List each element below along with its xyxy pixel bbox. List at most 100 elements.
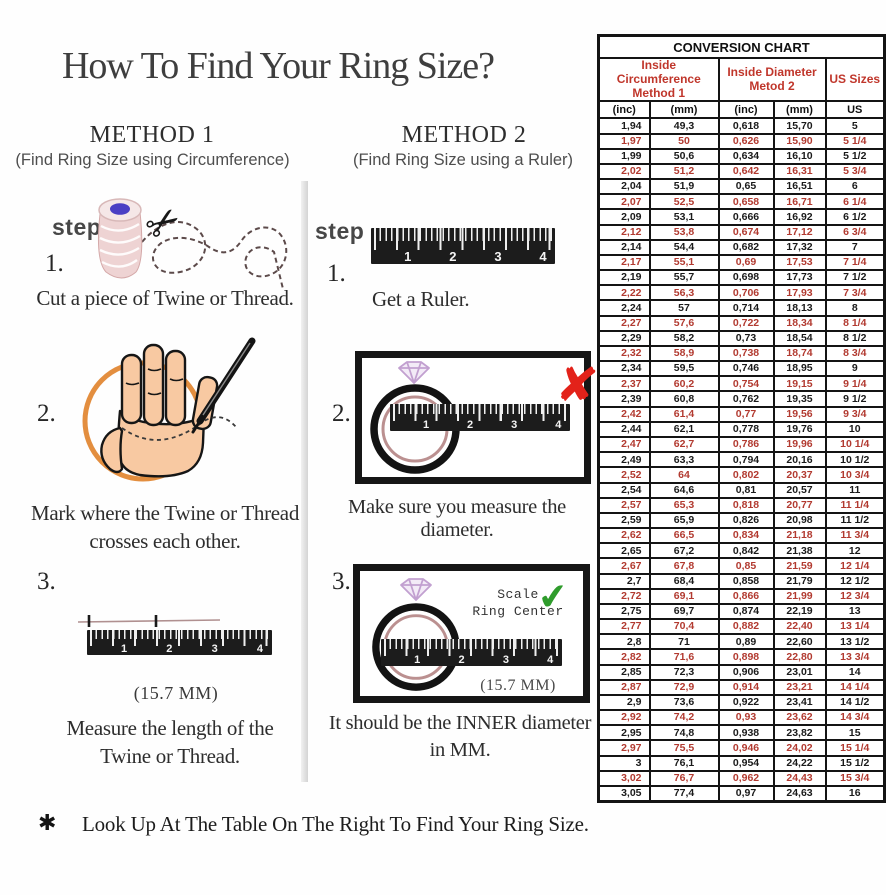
table-cell: 18,34 <box>772 314 827 332</box>
table-cell: 1,99 <box>597 147 651 165</box>
table-cell: 2,8 <box>597 633 651 651</box>
table-row: 2,32 58,9 0,738 18,74 8 3/4 <box>597 344 886 363</box>
table-cell: 75,5 <box>648 739 720 757</box>
table-cell: 0,826 <box>717 511 775 530</box>
table-cell: 17,93 <box>772 284 827 302</box>
method1-step1-caption: Cut a piece of Twine or Thread. <box>36 286 294 310</box>
table-cell: 2,19 <box>597 269 651 287</box>
table-cell: 11 3/4 <box>824 527 886 545</box>
hand-marking-illustration <box>82 337 256 482</box>
table-cell: 2,87 <box>597 678 651 696</box>
table-cell: 10 1/4 <box>824 435 886 454</box>
caption-line: in MM. <box>429 739 491 761</box>
table-row: 2,37 60,2 0,754 19,15 9 1/4 <box>597 375 886 393</box>
label-line: Ring Center <box>472 604 564 619</box>
table-cell: 0,922 <box>717 693 775 712</box>
table-row: 2,04 51,9 0,65 16,51 6 <box>597 178 886 196</box>
table-cell: 15,70 <box>772 117 827 135</box>
ruler-number: 3 <box>494 248 502 264</box>
table-cell: 0,946 <box>717 739 775 757</box>
table-cell: 5 3/4 <box>824 162 886 181</box>
table-cell: 12 3/4 <box>824 587 886 605</box>
table-cell: 2,7 <box>597 572 651 590</box>
table-cell: 18,74 <box>772 344 827 363</box>
table-cell: 2,04 <box>597 178 651 196</box>
table-cell: 21,59 <box>772 557 827 575</box>
table-row: 2,57 65,3 0,818 20,77 11 1/4 <box>597 496 886 514</box>
table-cell: 73,6 <box>648 693 720 712</box>
table-cell: 11 <box>824 481 886 499</box>
table-cell: 0,778 <box>717 420 775 439</box>
footnote-asterisk-icon: ✱ <box>38 811 57 836</box>
table-row: 2,22 56,3 0,706 17,93 7 3/4 <box>597 284 886 302</box>
table-cell: 56,3 <box>648 284 720 302</box>
table-row: 2,95 74,8 0,938 23,82 15 <box>597 724 886 742</box>
table-cell: 21,18 <box>772 527 827 545</box>
table-cell: 18,13 <box>772 299 827 317</box>
table-cell: 2,9 <box>597 693 651 712</box>
table-cell: 64 <box>648 466 720 484</box>
table-cell: 0,882 <box>717 618 775 636</box>
ruler-number: 4 <box>256 642 264 655</box>
table-cell: 2,27 <box>597 314 651 332</box>
table-cell: 0,69 <box>717 253 775 272</box>
table-row: 2,82 71,6 0,898 22,80 13 3/4 <box>597 648 886 666</box>
table-cell: 71,6 <box>648 648 720 666</box>
table-cell: 13 1/2 <box>824 633 886 651</box>
footnote-text: Look Up At The Table On The Right To Fin… <box>82 812 589 836</box>
table-cell: 62,7 <box>648 435 720 454</box>
table-cell: 17,53 <box>772 253 827 272</box>
table-cell: 2,65 <box>597 542 651 560</box>
column-group-header: US Sizes <box>824 56 886 103</box>
table-cell: 2,52 <box>597 466 651 484</box>
table-cell: 9 1/4 <box>824 375 886 393</box>
table-cell: 7 3/4 <box>824 284 886 302</box>
table-cell: 7 1/4 <box>824 253 886 272</box>
conversion-table-body: 1,94 49,3 0,618 15,70 5 1,97 50 0,626 15,90 5 1/4… <box>597 117 886 803</box>
table-cell: 5 1/4 <box>824 132 886 150</box>
table-row: 1,99 50,6 0,634 16,10 5 1/2 <box>597 147 886 165</box>
wrong-x-icon: ✘ <box>553 353 601 417</box>
table-cell: 55,7 <box>648 269 720 287</box>
caption-line: Measure the length of the <box>66 716 274 740</box>
table-cell: 0,746 <box>717 360 775 378</box>
ruler-number: 1 <box>422 418 430 431</box>
table-cell: 53,8 <box>648 223 720 241</box>
table-cell: 12 1/2 <box>824 572 886 590</box>
table-cell: 0,738 <box>717 344 775 363</box>
table-cell: 23,62 <box>772 709 827 727</box>
table-cell: 57 <box>648 299 720 317</box>
table-cell: 70,4 <box>648 618 720 636</box>
table-cell: 65,9 <box>648 511 720 530</box>
column-header: (inc) <box>597 100 651 120</box>
table-cell: 76,7 <box>648 769 720 787</box>
method1-step2-caption: Mark where the Twine or Thread crosses e… <box>15 499 315 555</box>
table-cell: 65,3 <box>648 496 720 514</box>
table-cell: 14 3/4 <box>824 709 886 727</box>
table-cell: 23,21 <box>772 678 827 696</box>
table-cell: 67,2 <box>648 542 720 560</box>
table-cell: 55,1 <box>648 253 720 272</box>
table-cell: 0,618 <box>717 117 775 135</box>
table-cell: 2,09 <box>597 208 651 226</box>
table-cell: 6 3/4 <box>824 223 886 241</box>
conversion-chart: CONVERSION CHART Inside Circumference Me… <box>597 34 886 803</box>
table-cell: 74,2 <box>648 709 720 727</box>
table-cell: 2,29 <box>597 329 651 347</box>
column-header: (mm) <box>648 100 720 120</box>
ruler-number: 2 <box>449 248 457 264</box>
table-cell: 24,43 <box>772 769 827 787</box>
table-cell: 10 3/4 <box>824 466 886 484</box>
table-row: 2,8 71 0,89 22,60 13 1/2 <box>597 633 886 651</box>
method2-step1-number: 1. <box>327 260 346 287</box>
table-row: 2,47 62,7 0,786 19,96 10 1/4 <box>597 435 886 454</box>
table-row: 2,52 64 0,802 20,37 10 3/4 <box>597 466 886 484</box>
table-cell: 0,626 <box>717 132 775 150</box>
method2-step2-caption: Make sure you measure the diameter. <box>348 496 566 541</box>
table-cell: 2,85 <box>597 663 651 681</box>
table-cell: 0,962 <box>717 769 775 787</box>
table-cell: 2,32 <box>597 344 651 363</box>
table-row: 2,44 62,1 0,778 19,76 10 <box>597 420 886 439</box>
table-cell: 59,5 <box>648 360 720 378</box>
